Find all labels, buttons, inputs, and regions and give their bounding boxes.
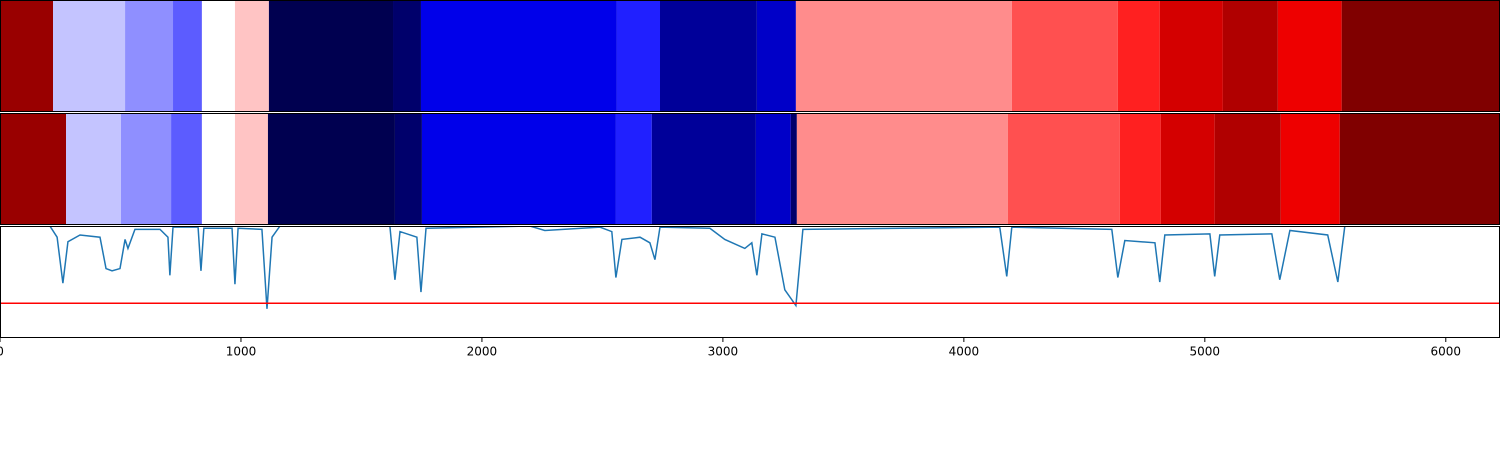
segment xyxy=(267,113,395,225)
segment xyxy=(1160,113,1215,225)
segment xyxy=(795,0,1012,112)
segment xyxy=(393,0,421,112)
segment xyxy=(234,0,269,112)
segment xyxy=(1277,0,1342,112)
segment xyxy=(1341,0,1500,112)
x-tick-label: 2000 xyxy=(467,345,498,359)
x-tick-label: 3000 xyxy=(708,345,739,359)
x-tick-label: 1000 xyxy=(226,345,257,359)
segment xyxy=(755,113,791,225)
segment xyxy=(421,113,616,225)
segment xyxy=(1280,113,1340,225)
segment xyxy=(1339,113,1500,225)
segment xyxy=(120,113,172,225)
segment xyxy=(796,113,1008,225)
plot-area xyxy=(0,226,1500,309)
line-series xyxy=(0,226,1500,309)
x-tick-label: 0 xyxy=(0,345,4,359)
segment xyxy=(616,0,660,112)
segment xyxy=(1214,113,1281,225)
segment xyxy=(1117,0,1160,112)
segment xyxy=(1159,0,1223,112)
segment xyxy=(53,0,126,112)
segment xyxy=(173,0,202,112)
segment xyxy=(420,0,617,112)
x-tick-label: 4000 xyxy=(949,345,980,359)
segment xyxy=(1011,0,1118,112)
segment xyxy=(171,113,202,225)
segment xyxy=(1007,113,1120,225)
segment xyxy=(201,0,235,112)
segment xyxy=(660,0,757,112)
segment xyxy=(201,113,235,225)
x-tick-label: 5000 xyxy=(1190,345,1221,359)
segment xyxy=(234,113,268,225)
segment xyxy=(268,0,394,112)
segment xyxy=(615,113,652,225)
segment xyxy=(0,0,54,112)
x-tick-label: 6000 xyxy=(1431,345,1462,359)
segment xyxy=(0,113,67,225)
segment xyxy=(1222,0,1278,112)
segment xyxy=(394,113,422,225)
segment xyxy=(1119,113,1161,225)
segment xyxy=(790,113,797,225)
segment xyxy=(125,0,174,112)
panel-frame xyxy=(0,226,1500,338)
segment xyxy=(756,0,796,112)
segment xyxy=(66,113,121,225)
segment xyxy=(651,113,756,225)
